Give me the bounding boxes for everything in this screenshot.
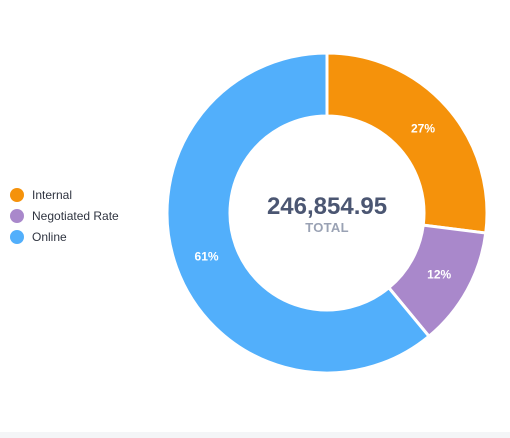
total-label: TOTAL bbox=[305, 220, 349, 235]
donut-slice-online[interactable] bbox=[165, 51, 432, 375]
donut-slice-internal[interactable] bbox=[325, 51, 489, 235]
legend-item-internal[interactable]: Internal bbox=[10, 184, 119, 205]
total-value: 246,854.95 bbox=[267, 193, 387, 220]
legend-label-negotiated-rate: Negotiated Rate bbox=[32, 208, 119, 223]
legend-item-online[interactable]: Online bbox=[10, 226, 119, 247]
legend-item-negotiated-rate[interactable]: Negotiated Rate bbox=[10, 205, 119, 226]
donut-slices bbox=[165, 51, 489, 375]
legend-marker-internal bbox=[10, 187, 24, 202]
legend-marker-online bbox=[10, 229, 24, 244]
chart-legend: Internal Negotiated Rate Online bbox=[10, 184, 119, 247]
slice-label-negotiated-rate: 12% bbox=[427, 268, 451, 282]
slice-label-online: 61% bbox=[195, 249, 219, 263]
donut-slice-labels: 27% 12% 61% bbox=[195, 121, 452, 281]
legend-label-internal: Internal bbox=[32, 187, 73, 202]
bottom-divider bbox=[0, 432, 510, 438]
legend-label-online: Online bbox=[32, 229, 67, 244]
legend-marker-negotiated-rate bbox=[10, 208, 24, 223]
slice-label-internal: 27% bbox=[411, 121, 435, 135]
